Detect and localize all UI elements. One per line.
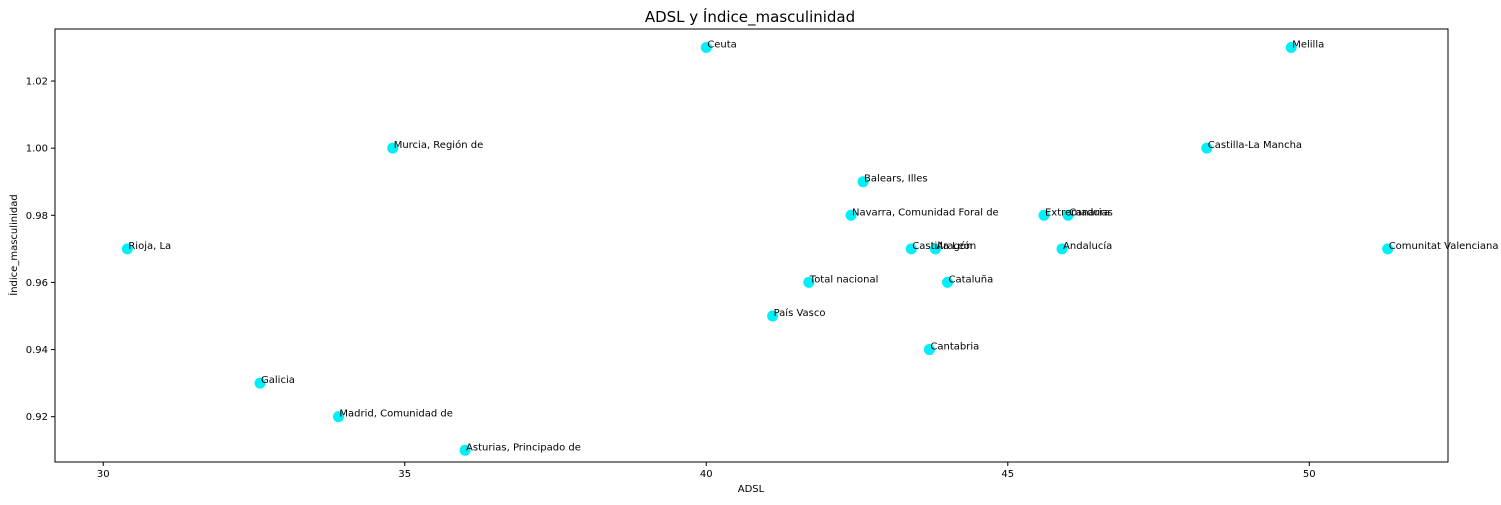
point-label: Asturias, Principado de <box>466 442 581 453</box>
point-label: Castilla-La Mancha <box>1208 140 1302 151</box>
y-axis-label: Índice_masculinidad <box>7 194 20 295</box>
scatter-point <box>1038 209 1050 221</box>
scatter-point <box>767 310 779 322</box>
point-label: Rioja, La <box>128 241 171 252</box>
y-tick-label: 0.92 <box>26 412 48 423</box>
scatter-point <box>254 377 266 389</box>
scatter-point <box>929 243 941 255</box>
scatter-point <box>1285 41 1297 53</box>
scatter-point <box>1056 243 1068 255</box>
x-tick-label: 50 <box>1303 469 1316 480</box>
point-label: Galicia <box>261 375 295 386</box>
scatter-point <box>905 243 917 255</box>
scatter-point <box>857 176 869 188</box>
y-tick-label: 1.00 <box>26 144 48 155</box>
scatter-point <box>941 276 953 288</box>
point-label: Navarra, Comunidad Foral de <box>852 207 999 218</box>
point-label: Andalucía <box>1063 240 1112 252</box>
y-tick-label: 0.94 <box>26 345 48 356</box>
scatter-point <box>332 411 344 423</box>
x-tick-label: 45 <box>1001 469 1014 480</box>
scatter-point <box>459 444 471 456</box>
scatter-point <box>1201 142 1213 154</box>
y-tick-label: 0.96 <box>26 278 48 289</box>
scatter-point <box>1382 243 1394 255</box>
point-label: Extremadura <box>1045 207 1110 218</box>
y-axis: 0.92 0.94 0.96 0.98 1.00 1.02 <box>26 77 55 423</box>
point-label: Total nacional <box>809 274 879 285</box>
scatter-point <box>1062 209 1074 221</box>
x-axis: 30 35 40 45 50 <box>97 462 1316 480</box>
scatter-point <box>923 344 935 356</box>
point-label: Cataluña <box>948 274 993 285</box>
x-axis-label: ADSL <box>738 484 765 495</box>
x-tick-label: 40 <box>700 469 713 480</box>
point-label: Balears, Illes <box>864 174 928 185</box>
data-points: Rioja, La Galicia Madrid, Comunidad de Murc… <box>121 39 1499 456</box>
point-label: Melilla <box>1292 39 1324 50</box>
point-label: Castilla León <box>912 240 976 252</box>
point-label: Murcia, Región de <box>394 139 484 151</box>
point-label: País Vasco <box>774 307 826 319</box>
point-label: Ceuta <box>707 39 737 50</box>
plot-area <box>54 28 1449 463</box>
x-tick-label: 35 <box>398 469 411 480</box>
y-tick-label: 1.02 <box>26 77 48 88</box>
point-label: Canarias <box>1069 207 1113 218</box>
scatter-point <box>700 41 712 53</box>
point-label: Cantabria <box>930 342 979 353</box>
scatter-point <box>803 276 815 288</box>
y-tick-label: 0.98 <box>26 211 48 222</box>
point-label: Comunitat Valenciana <box>1389 241 1499 252</box>
chart-title: ADSL y Índice_masculinidad <box>645 7 855 27</box>
point-label: Aragón <box>936 240 972 252</box>
scatter-point <box>387 142 399 154</box>
point-label: Madrid, Comunidad de <box>339 409 453 420</box>
scatter-point <box>121 243 133 255</box>
x-tick-label: 30 <box>97 469 110 480</box>
scatter-point <box>845 209 857 221</box>
